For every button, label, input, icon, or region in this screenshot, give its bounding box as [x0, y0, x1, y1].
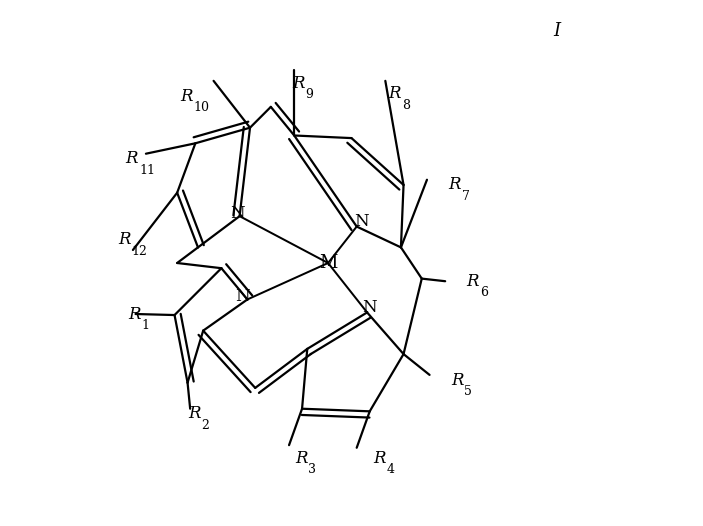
Text: R: R	[451, 371, 463, 389]
Text: 3: 3	[309, 463, 316, 476]
Text: 11: 11	[139, 164, 155, 177]
Text: M: M	[319, 254, 337, 272]
Text: R: R	[373, 450, 385, 467]
Text: R: R	[292, 75, 304, 92]
Text: 12: 12	[131, 245, 147, 258]
Text: R: R	[389, 85, 401, 103]
Text: 9: 9	[306, 88, 314, 102]
Text: I: I	[553, 23, 560, 41]
Text: R: R	[128, 306, 141, 322]
Text: R: R	[295, 450, 307, 467]
Text: N: N	[230, 205, 245, 222]
Text: R: R	[118, 231, 130, 248]
Text: N: N	[354, 213, 369, 230]
Text: R: R	[449, 176, 460, 194]
Text: 4: 4	[387, 463, 394, 476]
Text: 2: 2	[202, 419, 209, 432]
Text: 1: 1	[142, 319, 150, 332]
Text: R: R	[467, 272, 479, 290]
Text: 5: 5	[465, 385, 472, 398]
Text: R: R	[126, 150, 138, 167]
Text: N: N	[363, 299, 377, 316]
Text: R: R	[180, 88, 193, 105]
Text: 7: 7	[462, 190, 470, 203]
Text: N: N	[235, 288, 250, 305]
Text: 6: 6	[480, 286, 488, 299]
Text: 8: 8	[402, 99, 410, 112]
Text: 10: 10	[194, 102, 209, 115]
Text: R: R	[188, 406, 200, 422]
